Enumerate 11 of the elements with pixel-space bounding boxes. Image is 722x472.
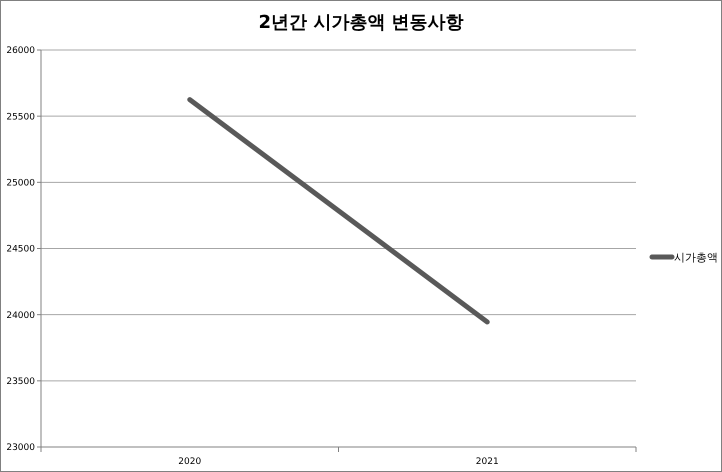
y-tick-label: 26000 [6, 46, 36, 56]
chart-title: 2년간 시가총액 변동사항 [258, 12, 464, 33]
x-tick-label: 2021 [476, 457, 499, 467]
y-tick-label: 23000 [6, 443, 36, 454]
legend-label: 시가총액 [674, 250, 718, 264]
x-tick-label: 2020 [178, 457, 202, 467]
y-tick-label: 24500 [6, 244, 36, 255]
y-tick-label: 23500 [6, 376, 36, 387]
y-tick-label: 25500 [6, 112, 36, 122]
y-tick-label: 24000 [6, 310, 36, 321]
y-tick-label: 25000 [6, 178, 36, 188]
